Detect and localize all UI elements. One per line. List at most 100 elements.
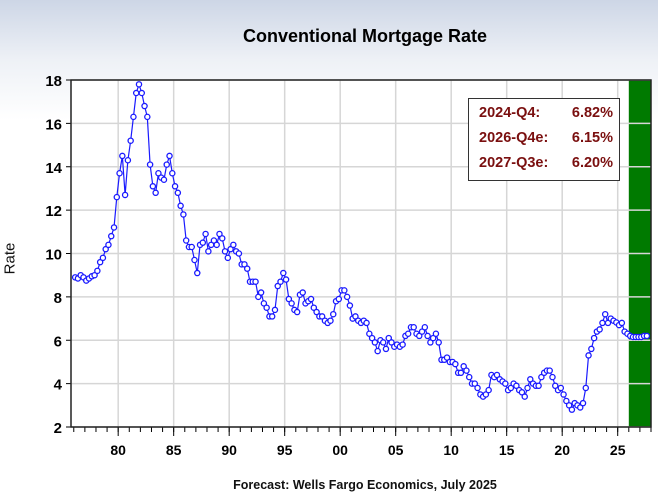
annotation-row: 2027-Q3e: 6.20% [479, 155, 613, 171]
data-point [601, 310, 609, 318]
data-point [485, 386, 492, 394]
data-point [235, 250, 243, 257]
data-point [552, 382, 559, 390]
data-point [127, 137, 134, 144]
data-point [471, 380, 479, 387]
data-point [227, 245, 234, 253]
data-point [582, 384, 590, 392]
x-tick-label: 25 [610, 442, 626, 458]
x-tick-label: 05 [388, 442, 404, 458]
data-point [421, 323, 429, 331]
data-point [435, 339, 442, 346]
data-point [368, 334, 376, 342]
x-tick-label: 20 [554, 442, 570, 458]
annotation-label: 2027-Q3e: [479, 155, 549, 171]
data-point [457, 369, 465, 377]
chart-footer: Forecast: Wells Fargo Economics, July 20… [233, 478, 497, 492]
data-point [255, 293, 262, 301]
data-point [588, 345, 595, 353]
chart-title: Conventional Mortgage Rate [242, 26, 488, 46]
data-point [429, 334, 437, 342]
data-point [310, 304, 318, 311]
annotation-value: 6.20% [571, 155, 613, 171]
y-tick-label: 6 [54, 333, 62, 350]
data-point [465, 373, 473, 381]
annotation-value: 6.82% [571, 105, 613, 121]
data-point [618, 319, 626, 327]
data-point [318, 313, 326, 320]
x-tick-label: 10 [443, 442, 459, 458]
data-point [502, 380, 509, 387]
data-point [180, 211, 187, 218]
y-tick-label: 4 [54, 377, 63, 394]
data-point [382, 345, 390, 353]
data-point [138, 89, 146, 97]
data-point [277, 278, 284, 285]
data-point [341, 287, 348, 294]
data-point [105, 241, 112, 249]
data-point [374, 347, 381, 355]
data-point [119, 152, 126, 160]
annotation-box: 2024-Q4: 6.82% 2026-Q4e: 6.15% 2027-Q3e:… [468, 98, 620, 181]
data-point [363, 319, 370, 327]
data-point [518, 389, 526, 396]
data-point [327, 317, 334, 324]
data-point [643, 332, 651, 340]
data-point [482, 391, 490, 398]
x-tick-label: 00 [332, 442, 348, 458]
data-point [216, 230, 223, 238]
data-point [527, 376, 534, 383]
data-point [96, 258, 104, 266]
data-point [260, 300, 268, 307]
data-point [418, 328, 426, 335]
data-point [141, 102, 148, 110]
data-point [596, 326, 603, 333]
y-tick-label: 14 [45, 160, 62, 177]
data-point [243, 265, 251, 272]
y-axis-label: Rate [1, 242, 19, 275]
data-point [366, 330, 373, 337]
data-point [513, 382, 520, 390]
data-point [155, 170, 162, 177]
data-point [135, 81, 143, 88]
plot-frame [70, 79, 652, 428]
data-point [124, 156, 132, 164]
data-point [160, 176, 168, 184]
data-point [107, 232, 115, 240]
data-point [427, 339, 434, 346]
data-point [299, 289, 306, 296]
data-point [432, 330, 440, 337]
data-point [538, 373, 545, 381]
data-point [565, 402, 573, 409]
data-point [271, 306, 279, 314]
data-point [199, 239, 207, 246]
data-point [288, 300, 295, 307]
data-point [424, 332, 431, 340]
data-point [563, 397, 570, 405]
data-point [191, 256, 198, 264]
data-point [113, 193, 121, 201]
data-point [474, 384, 481, 392]
y-tick-label: 2 [54, 420, 62, 437]
data-point [568, 406, 576, 413]
data-point [604, 319, 612, 327]
data-point [404, 330, 412, 337]
data-point [521, 393, 528, 400]
data-point [285, 295, 293, 303]
data-point [274, 282, 281, 290]
data-point [335, 295, 343, 303]
data-point [590, 334, 598, 342]
data-point [416, 332, 423, 340]
annotation-row: 2026-Q4e: 6.15% [479, 130, 613, 146]
data-point [313, 308, 320, 316]
data-point [463, 367, 470, 374]
data-point [263, 304, 270, 311]
data-point [241, 261, 248, 268]
data-point [152, 189, 159, 197]
data-point [205, 248, 212, 255]
data-point [535, 382, 542, 390]
data-point [230, 241, 237, 249]
annotation-row: 2024-Q4: 6.82% [479, 105, 613, 121]
data-point [169, 170, 176, 177]
data-point [410, 323, 417, 331]
